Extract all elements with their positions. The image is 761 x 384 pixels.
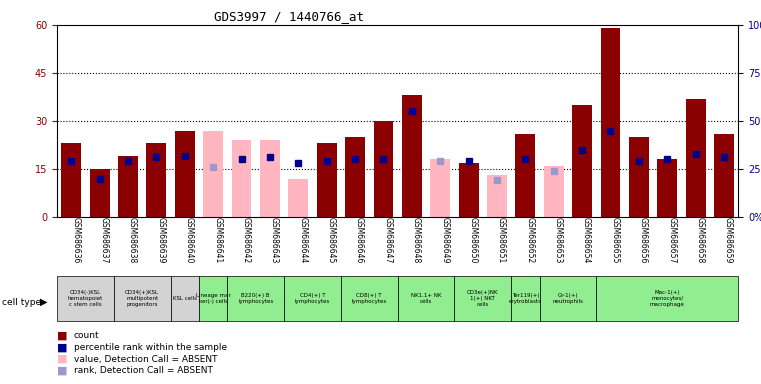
FancyBboxPatch shape xyxy=(228,276,284,321)
Text: GSM686649: GSM686649 xyxy=(440,217,449,263)
FancyBboxPatch shape xyxy=(199,276,228,321)
Bar xyxy=(714,134,734,217)
Bar xyxy=(572,105,592,217)
Text: ■: ■ xyxy=(57,331,68,341)
Text: NK1.1+ NK
cells: NK1.1+ NK cells xyxy=(411,293,441,304)
FancyBboxPatch shape xyxy=(511,276,540,321)
Bar xyxy=(288,179,308,217)
Text: GSM686659: GSM686659 xyxy=(724,217,733,263)
Text: CD3e(+)NK
1(+) NKT
cells: CD3e(+)NK 1(+) NKT cells xyxy=(467,290,498,307)
Text: KSL cells: KSL cells xyxy=(173,296,197,301)
Text: GSM686636: GSM686636 xyxy=(72,217,80,263)
Bar xyxy=(658,159,677,217)
Bar xyxy=(118,156,138,217)
Bar xyxy=(231,140,251,217)
Bar xyxy=(487,175,507,217)
Bar xyxy=(515,134,535,217)
Text: GSM686642: GSM686642 xyxy=(241,217,250,263)
Text: GSM686647: GSM686647 xyxy=(384,217,393,263)
FancyBboxPatch shape xyxy=(597,276,738,321)
FancyBboxPatch shape xyxy=(284,276,341,321)
Text: GSM686657: GSM686657 xyxy=(667,217,677,263)
Text: GSM686638: GSM686638 xyxy=(128,217,137,263)
Text: GSM686648: GSM686648 xyxy=(412,217,421,263)
Bar xyxy=(146,143,167,217)
Text: GSM686651: GSM686651 xyxy=(497,217,506,263)
Bar xyxy=(402,95,422,217)
Text: ▶: ▶ xyxy=(40,297,48,307)
Bar xyxy=(203,131,223,217)
Text: GSM686646: GSM686646 xyxy=(355,217,364,263)
FancyBboxPatch shape xyxy=(454,276,511,321)
Text: CD34(+)KSL
multipotent
progenitors: CD34(+)KSL multipotent progenitors xyxy=(126,290,159,307)
Text: GSM686643: GSM686643 xyxy=(270,217,279,263)
Text: GSM686650: GSM686650 xyxy=(469,217,478,263)
Text: GSM686654: GSM686654 xyxy=(582,217,591,263)
Text: GSM686637: GSM686637 xyxy=(100,217,109,263)
Bar xyxy=(90,169,110,217)
FancyBboxPatch shape xyxy=(114,276,170,321)
Text: percentile rank within the sample: percentile rank within the sample xyxy=(74,343,227,352)
Text: ■: ■ xyxy=(57,343,68,353)
FancyBboxPatch shape xyxy=(170,276,199,321)
Text: GSM686656: GSM686656 xyxy=(638,217,648,263)
Text: GSM686644: GSM686644 xyxy=(298,217,307,263)
Bar xyxy=(600,28,620,217)
Bar xyxy=(629,137,649,217)
Bar xyxy=(62,143,81,217)
Text: GDS3997 / 1440766_at: GDS3997 / 1440766_at xyxy=(214,10,365,23)
Text: GSM686645: GSM686645 xyxy=(326,217,336,263)
Bar xyxy=(459,162,479,217)
Text: ■: ■ xyxy=(57,366,68,376)
Text: CD34(-)KSL
hematopoiet
c stem cells: CD34(-)KSL hematopoiet c stem cells xyxy=(68,290,103,307)
Text: GSM686653: GSM686653 xyxy=(554,217,562,263)
Text: ■: ■ xyxy=(57,354,68,364)
Bar xyxy=(317,143,336,217)
Bar xyxy=(345,137,365,217)
FancyBboxPatch shape xyxy=(341,276,397,321)
Text: GSM686655: GSM686655 xyxy=(610,217,619,263)
Text: B220(+) B
lymphocytes: B220(+) B lymphocytes xyxy=(238,293,273,304)
Text: GSM686652: GSM686652 xyxy=(525,217,534,263)
Bar xyxy=(430,159,450,217)
Text: rank, Detection Call = ABSENT: rank, Detection Call = ABSENT xyxy=(74,366,212,375)
FancyBboxPatch shape xyxy=(57,276,114,321)
Text: Lineage mar
ker(-) cells: Lineage mar ker(-) cells xyxy=(196,293,231,304)
Text: GSM686639: GSM686639 xyxy=(157,217,165,263)
Text: value, Detection Call = ABSENT: value, Detection Call = ABSENT xyxy=(74,354,218,364)
Bar xyxy=(544,166,564,217)
Text: Mac-1(+)
monocytes/
macrophage: Mac-1(+) monocytes/ macrophage xyxy=(650,290,685,307)
Bar xyxy=(260,140,280,217)
Bar xyxy=(686,99,705,217)
Text: Gr-1(+)
neutrophils: Gr-1(+) neutrophils xyxy=(552,293,584,304)
Text: GSM686658: GSM686658 xyxy=(696,217,705,263)
Text: GSM686640: GSM686640 xyxy=(185,217,194,263)
FancyBboxPatch shape xyxy=(540,276,597,321)
Bar xyxy=(374,121,393,217)
Text: CD8(+) T
lymphocytes: CD8(+) T lymphocytes xyxy=(352,293,387,304)
Text: GSM686641: GSM686641 xyxy=(213,217,222,263)
FancyBboxPatch shape xyxy=(397,276,454,321)
Text: cell type: cell type xyxy=(2,298,41,307)
Text: count: count xyxy=(74,331,100,341)
Bar xyxy=(175,131,195,217)
Text: CD4(+) T
lymphocytes: CD4(+) T lymphocytes xyxy=(295,293,330,304)
Text: Ter119(+)
erytroblasts: Ter119(+) erytroblasts xyxy=(509,293,542,304)
